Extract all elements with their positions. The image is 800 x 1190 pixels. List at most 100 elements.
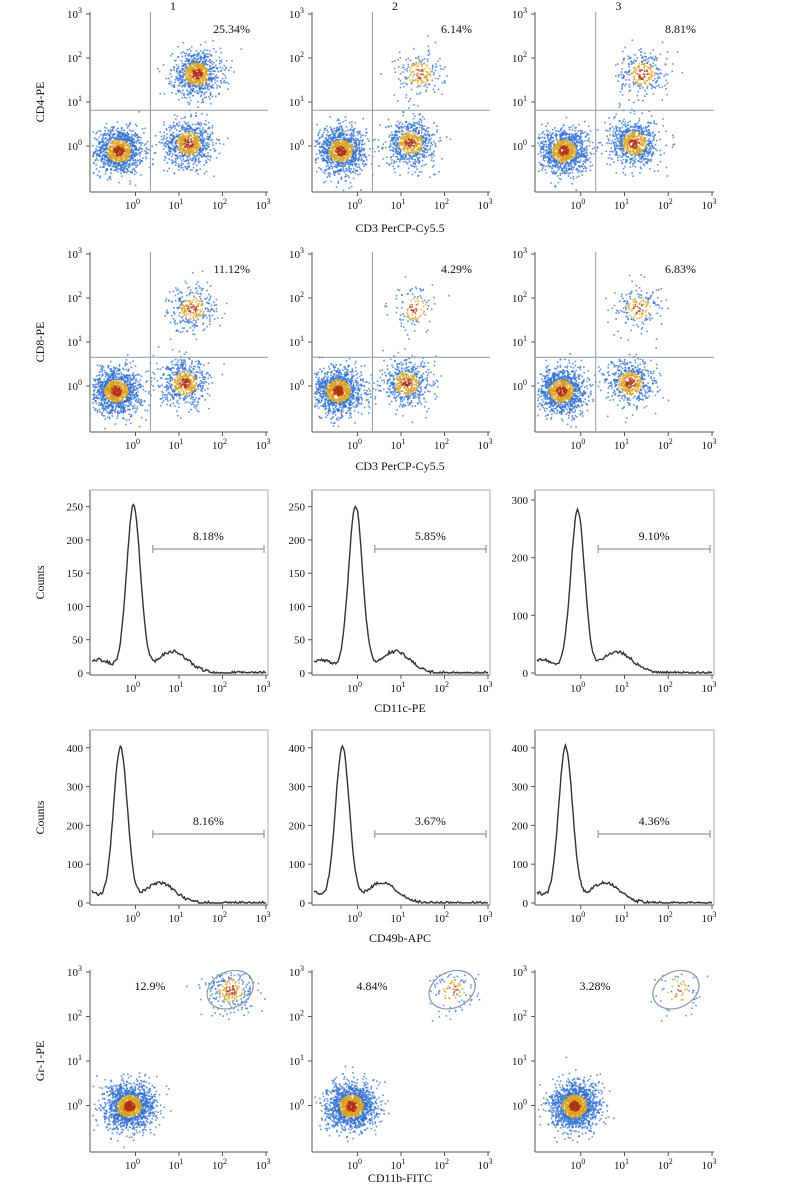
event-dot xyxy=(427,130,429,133)
event-dot xyxy=(197,52,199,55)
event-dot xyxy=(110,160,112,163)
event-dot xyxy=(425,129,427,131)
event-dot xyxy=(121,164,123,167)
event-dot xyxy=(392,143,395,145)
event-dot xyxy=(200,139,202,141)
event-dot xyxy=(185,65,188,68)
event-dot xyxy=(133,162,136,164)
event-dot xyxy=(414,141,417,144)
event-dot xyxy=(206,114,208,116)
event-dot xyxy=(209,65,212,68)
event-dot xyxy=(174,146,177,149)
event-dot xyxy=(177,72,179,75)
x-tick-label: 101 xyxy=(391,197,406,212)
event-dot xyxy=(114,138,116,141)
event-dot xyxy=(409,123,411,126)
event-dot xyxy=(187,55,190,57)
event-dot xyxy=(425,78,428,81)
event-dot xyxy=(145,146,147,149)
event-dot xyxy=(430,159,433,161)
event-dot xyxy=(179,76,181,79)
event-dot xyxy=(224,74,226,77)
event-dot xyxy=(340,132,343,134)
event-dot xyxy=(414,133,416,136)
event-dot xyxy=(189,147,192,150)
event-dot xyxy=(185,127,188,130)
event-dot xyxy=(351,150,353,153)
event-dot xyxy=(402,114,404,117)
event-dot xyxy=(130,158,132,161)
event-dot xyxy=(338,150,341,153)
event-dot xyxy=(350,161,353,163)
event-dot xyxy=(427,149,429,151)
event-dot xyxy=(419,118,421,121)
event-dot xyxy=(410,73,412,76)
event-dot xyxy=(114,149,117,152)
event-dot xyxy=(125,164,128,167)
event-dot xyxy=(124,149,127,151)
event-dot xyxy=(183,94,185,97)
event-dot xyxy=(359,173,361,175)
event-dot xyxy=(101,155,104,158)
event-dot xyxy=(354,160,356,162)
event-dot xyxy=(120,127,123,129)
event-dot xyxy=(198,142,201,145)
event-dot xyxy=(124,157,127,160)
event-dot xyxy=(207,127,210,130)
event-dot xyxy=(400,127,403,129)
event-dot xyxy=(104,151,107,154)
event-dot xyxy=(170,143,173,146)
event-dot xyxy=(117,135,120,138)
event-dot xyxy=(194,85,197,88)
event-dot xyxy=(186,72,188,75)
event-dot xyxy=(128,153,130,155)
event-dot xyxy=(165,141,167,143)
event-dot xyxy=(179,82,181,84)
event-dot xyxy=(424,140,427,142)
event-dot xyxy=(181,75,184,77)
event-dot xyxy=(105,127,108,129)
event-dot xyxy=(403,148,405,150)
event-dot xyxy=(129,164,131,167)
event-dot xyxy=(181,142,183,145)
event-dot xyxy=(194,129,196,132)
event-dot xyxy=(394,137,396,140)
event-dot xyxy=(410,157,413,160)
event-dot xyxy=(133,140,136,143)
event-dot xyxy=(121,129,123,132)
event-dot xyxy=(411,148,414,151)
event-dot xyxy=(174,59,176,62)
event-dot xyxy=(405,129,408,131)
event-dot xyxy=(327,159,330,161)
event-dot xyxy=(214,79,216,81)
event-dot xyxy=(349,150,352,153)
event-dot xyxy=(405,120,407,123)
event-dot xyxy=(335,145,337,147)
tick-mantissa: 10 xyxy=(702,200,714,212)
event-dot xyxy=(404,77,407,80)
event-dot xyxy=(184,141,187,143)
event-dot xyxy=(140,150,143,152)
event-dot xyxy=(103,132,106,135)
event-dot xyxy=(337,180,340,183)
event-dot xyxy=(224,69,226,71)
event-dot xyxy=(421,159,424,162)
event-dot xyxy=(163,148,165,150)
event-dot xyxy=(110,156,113,159)
event-dot xyxy=(409,59,412,62)
event-dot xyxy=(360,157,363,159)
event-dot xyxy=(220,82,223,85)
event-dot xyxy=(175,70,178,73)
event-dot xyxy=(199,151,202,154)
event-dot xyxy=(411,173,414,176)
event-dot xyxy=(579,132,582,135)
event-dot xyxy=(348,144,351,146)
event-dot xyxy=(201,82,204,84)
event-dot xyxy=(328,134,331,136)
event-dot xyxy=(131,134,133,136)
event-dot xyxy=(116,157,119,160)
event-dot xyxy=(333,170,335,173)
event-dot xyxy=(128,145,131,148)
event-dot xyxy=(398,51,401,54)
event-dot xyxy=(181,55,184,58)
